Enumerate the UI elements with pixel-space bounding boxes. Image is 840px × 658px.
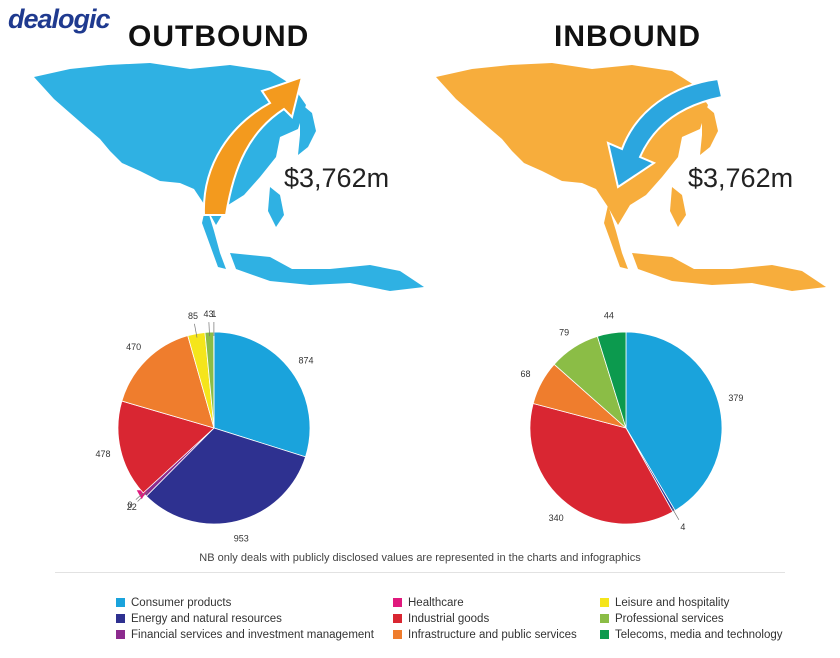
pie-label: 44 <box>604 310 614 320</box>
pie-label: 85 <box>188 311 198 321</box>
pie-slice <box>596 331 627 429</box>
pie-label: 874 <box>298 356 313 366</box>
inbound-amount: $3,762m <box>688 163 794 193</box>
japan-shape <box>700 103 718 155</box>
pie-label: 470 <box>126 342 141 352</box>
legend-item: Infrastructure and public services <box>393 629 577 641</box>
legend-item: Telecoms, media and technology <box>600 629 783 641</box>
legend-label: Telecoms, media and technology <box>615 629 783 641</box>
legend-label: Industrial goods <box>408 613 490 625</box>
legend-label: Infrastructure and public services <box>408 629 577 641</box>
legend-swatch <box>116 630 125 639</box>
asia-mainland-shape <box>436 63 708 225</box>
inbound-pie: 379 4 340 68 79 44 <box>520 310 743 531</box>
philippines-shape <box>670 187 686 227</box>
pie-label: 79 <box>559 327 569 337</box>
pie-label: 0 <box>127 500 132 510</box>
legend-item: Consumer products <box>116 597 231 609</box>
inbound-arrow-icon <box>606 77 724 189</box>
divider <box>55 572 785 573</box>
footnote: NB only deals with publicly disclosed va… <box>199 552 641 564</box>
legend-label: Energy and natural resources <box>131 613 282 625</box>
legend-label: Professional services <box>615 613 724 625</box>
asia-mainland-shape <box>34 63 306 225</box>
legend-label: Healthcare <box>408 597 464 609</box>
legend-swatch <box>600 614 609 623</box>
inbound-asia-map <box>436 63 826 291</box>
legend-swatch <box>116 614 125 623</box>
outbound-asia-map <box>34 63 424 291</box>
pie-slice <box>145 427 307 525</box>
indonesia-shape <box>632 253 826 291</box>
pie-label: 68 <box>520 369 530 379</box>
outbound-amount: $3,762m <box>284 163 390 193</box>
pie-label: 4 <box>680 522 685 532</box>
pie-slice <box>121 335 215 429</box>
pie-label: 22 <box>127 502 137 512</box>
legend-item: Professional services <box>600 613 724 625</box>
legend-swatch <box>393 614 402 623</box>
pie-label: 379 <box>728 393 743 403</box>
philippines-shape <box>268 187 284 227</box>
indonesia-shape <box>230 253 424 291</box>
legend-item: Healthcare <box>393 597 464 609</box>
legend-swatch <box>116 598 125 607</box>
legend-item: Industrial goods <box>393 613 489 625</box>
legend-label: Consumer products <box>131 597 232 609</box>
legend-label: Leisure and hospitality <box>615 597 730 609</box>
malay-peninsula-shape <box>604 205 628 269</box>
legend-label: Financial services and investment manage… <box>131 629 374 641</box>
legend-item: Leisure and hospitality <box>600 597 729 609</box>
pie-slice <box>529 403 674 525</box>
legend-item: Energy and natural resources <box>116 613 282 625</box>
pie-charts: 874 953 220 478 470 85 431 379 4 340 68 79 44 <box>95 309 743 544</box>
japan-shape <box>298 103 316 155</box>
pie-label: 43 <box>203 309 213 319</box>
pie-slice <box>625 331 723 512</box>
pie-label: 340 <box>549 513 564 523</box>
outbound-arrow-icon <box>202 75 304 216</box>
outbound-title: OUTBOUND <box>128 20 310 53</box>
pie-leader-line <box>194 323 198 338</box>
outbound-pie: 874 953 220 478 470 85 431 <box>95 309 313 544</box>
legend-swatch <box>393 630 402 639</box>
legend-swatch <box>600 598 609 607</box>
pie-leader-line <box>208 322 210 337</box>
pie-leader-line <box>671 507 680 521</box>
malay-peninsula-shape <box>202 205 226 269</box>
pie-label: 478 <box>95 449 110 459</box>
legend-swatch <box>393 598 402 607</box>
legend-swatch <box>600 630 609 639</box>
inbound-title: INBOUND <box>554 20 701 53</box>
legend-item: Financial services and investment manage… <box>116 629 374 641</box>
pie-slice <box>117 400 215 494</box>
pie-slice <box>213 331 311 458</box>
dealogic-logo: dealogic <box>8 4 111 34</box>
pie-label: 1 <box>211 309 216 319</box>
pie-label: 953 <box>234 534 249 544</box>
